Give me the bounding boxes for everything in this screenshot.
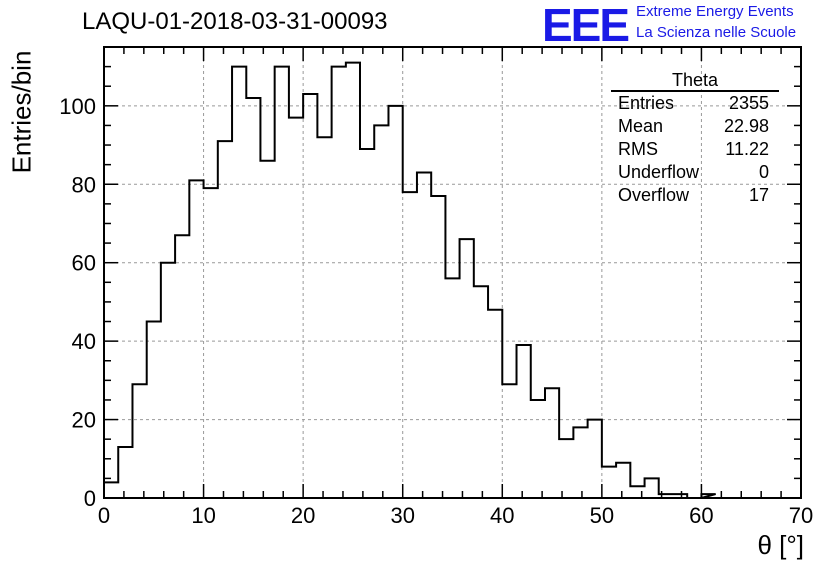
histogram-bin <box>588 420 602 498</box>
y-tick-labels: 0 20 40 60 80 100 <box>59 94 96 511</box>
x-tick-labels: 0 10 20 30 40 50 60 70 <box>98 503 813 528</box>
histogram-bin <box>531 400 545 498</box>
histogram-bin <box>332 67 346 498</box>
stats-value: 2355 <box>728 93 769 113</box>
stats-row-rms: RMS 11.22 <box>611 138 779 161</box>
grid <box>104 47 801 498</box>
histogram-bin <box>388 106 402 498</box>
x-tick-label: 60 <box>689 503 713 528</box>
y-tick-label: 20 <box>72 408 96 433</box>
eee-logo-icon: EEE <box>542 0 630 51</box>
stats-label: Underflow <box>618 162 700 182</box>
histogram-bin <box>460 239 474 498</box>
histogram-bin <box>189 180 203 498</box>
stats-label: Mean <box>618 116 664 136</box>
stats-label: Entries <box>618 93 675 113</box>
x-tick-label: 40 <box>490 503 514 528</box>
histogram-bin <box>502 384 516 498</box>
histogram-bin <box>431 196 445 498</box>
histogram-bin <box>132 384 146 498</box>
x-tick-label: 50 <box>590 503 614 528</box>
x-tick-label: 0 <box>98 503 110 528</box>
x-axis-label: θ [°] <box>757 530 804 560</box>
x-tick-label: 20 <box>291 503 315 528</box>
x-tick-label: 30 <box>390 503 414 528</box>
stats-value: 17 <box>748 185 769 205</box>
histogram-bin <box>246 98 260 498</box>
histogram-bin <box>417 172 431 498</box>
chart-title: LAQU-01-2018-03-31-00093 <box>82 8 388 35</box>
histogram-bin <box>474 286 488 498</box>
histogram-bin <box>630 486 644 498</box>
histogram-bin <box>645 478 659 498</box>
histogram-bin <box>573 427 587 498</box>
histogram-bin <box>545 388 559 498</box>
histogram-bin <box>104 482 118 498</box>
histogram-bin <box>517 345 531 498</box>
histogram-bin <box>289 118 303 498</box>
y-axis-label-text: Entries/bin <box>6 50 37 174</box>
histogram-bin <box>602 467 616 498</box>
plot-frame <box>103 46 802 499</box>
histogram-bin <box>303 94 317 498</box>
stats-value: 22.98 <box>723 116 769 136</box>
histogram-series-line <box>103 61 716 499</box>
y-tick-label: 40 <box>72 329 96 354</box>
histogram-bin <box>403 192 417 498</box>
stats-row-entries: Entries 2355 <box>611 92 779 115</box>
histogram-bin <box>204 188 218 498</box>
histogram-bin <box>488 310 502 498</box>
histogram-bin <box>232 67 246 498</box>
logo-line-2: La Scienza nelle Scuole <box>636 24 797 41</box>
histogram-bin <box>317 137 331 498</box>
y-tick-label: 0 <box>84 486 96 511</box>
histogram-bin <box>118 447 132 498</box>
stats-label: RMS <box>618 139 658 159</box>
histogram-bin <box>360 149 374 498</box>
histogram-bin <box>161 263 175 498</box>
histogram-bin <box>445 278 459 498</box>
histogram-bin <box>260 161 274 498</box>
stats-label: Overflow <box>618 185 690 205</box>
histogram-bin <box>218 141 232 498</box>
stats-row-mean: Mean 22.98 <box>611 115 779 138</box>
stats-title: Theta <box>611 70 779 92</box>
x-tick-label: 70 <box>789 503 813 528</box>
y-tick-label: 100 <box>59 94 96 119</box>
histogram-bin <box>616 463 630 498</box>
histogram-bin <box>275 67 289 498</box>
y-tick-label: 60 <box>72 251 96 276</box>
logo-line-1: Extreme Energy Events <box>636 3 794 20</box>
x-tick-label: 10 <box>191 503 215 528</box>
histogram-bin <box>346 63 360 498</box>
stats-value: 11.22 <box>725 139 769 159</box>
stats-row-underflow: Underflow 0 <box>611 161 779 184</box>
stats-box: Theta Entries 2355 Mean 22.98 RMS 11.22 … <box>611 70 779 207</box>
stats-row-overflow: Overflow 17 <box>611 184 779 207</box>
histogram-bin <box>559 439 573 498</box>
histogram-bin <box>147 322 161 498</box>
stats-value: 0 <box>758 162 769 182</box>
y-tick-label: 80 <box>72 172 96 197</box>
histogram-bin <box>175 235 189 498</box>
histogram-bin <box>374 125 388 498</box>
